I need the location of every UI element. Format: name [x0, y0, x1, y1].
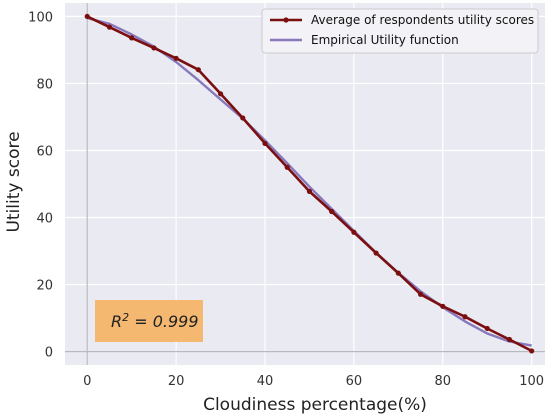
data-point [173, 55, 179, 61]
data-point [440, 303, 446, 309]
data-point [284, 164, 290, 170]
x-tick-label: 20 [168, 374, 185, 389]
data-point [262, 140, 268, 147]
y-tick-label: 20 [36, 279, 53, 294]
data-point [217, 91, 224, 97]
r-squared-value: = 0.999 [129, 312, 198, 331]
data-point [195, 67, 201, 73]
y-tick-label: 80 [36, 77, 53, 92]
r-squared-text: R2 = 0.999 [111, 311, 199, 332]
y-axis-title: Utility score [4, 131, 24, 232]
data-point [462, 314, 468, 320]
r-squared-exponent: 2 [122, 311, 129, 324]
y-tick-label: 0 [45, 346, 53, 361]
data-point [329, 208, 335, 215]
legend: Average of respondents utility scores Emp… [261, 8, 539, 54]
legend-label: Average of respondents utility scores [311, 13, 534, 27]
data-point [351, 229, 357, 235]
data-point [129, 35, 135, 41]
r-squared-annotation: R2 = 0.999 [95, 300, 203, 342]
x-tick-label: 100 [519, 374, 544, 389]
series-layer [84, 13, 535, 354]
data-point [151, 45, 157, 51]
r-squared-box [95, 300, 203, 342]
data-point [106, 24, 113, 30]
legend-marker [283, 17, 289, 23]
x-tick-label: 0 [83, 374, 91, 389]
x-tick-label: 40 [257, 374, 274, 389]
legend-label: Empirical Utility function [311, 33, 459, 47]
r-squared-base: R [111, 312, 122, 331]
y-tick-label: 40 [36, 212, 53, 227]
data-point [417, 291, 424, 297]
legend-box [261, 8, 539, 54]
data-point [84, 13, 90, 20]
data-point [373, 250, 379, 256]
zero-lines [65, 3, 545, 365]
y-tick-labels: 0 20 40 60 80 100 [28, 10, 53, 360]
data-point [529, 348, 535, 354]
data-point [395, 270, 401, 276]
x-tick-label: 60 [346, 374, 363, 389]
x-axis-title: Cloudiness percentage(%) [203, 395, 427, 415]
x-tick-labels: 0 20 40 60 80 100 [83, 374, 544, 389]
data-point [506, 336, 513, 343]
y-tick-label: 100 [28, 10, 53, 25]
data-point [240, 115, 246, 121]
y-tick-label: 60 [36, 144, 53, 159]
x-tick-label: 80 [435, 374, 452, 389]
data-point [484, 325, 490, 332]
data-point [306, 188, 313, 194]
